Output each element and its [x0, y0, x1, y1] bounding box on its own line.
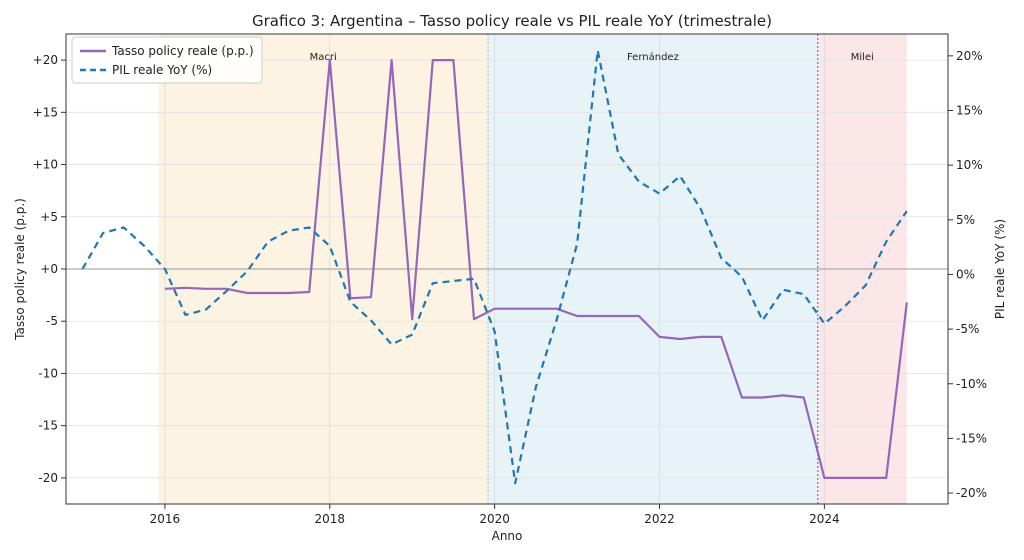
series-line-0 [164, 58, 908, 479]
y-left-axis-label: Tasso policy reale (p.p.) [13, 198, 27, 341]
series-line-1 [81, 49, 908, 485]
y-left-tick-label-8: -20 [38, 471, 58, 485]
y-left-tick-label-6: -10 [38, 366, 58, 380]
y-left-tick-label-3: +5 [40, 210, 58, 224]
y-right-tick-label-8: -20% [956, 486, 987, 500]
x-axis-label: Anno [492, 529, 523, 543]
y-left-tick-label-1: +15 [33, 105, 58, 119]
y-left-tick-label-0: +20 [33, 53, 58, 67]
regime-label-0: Macri [310, 52, 337, 63]
x-tick-label-4: 2024 [809, 512, 840, 526]
legend-box [71, 36, 263, 84]
y-right-tick-label-2: 10% [956, 158, 983, 172]
legend: Tasso policy reale (p.p.) PIL reale YoY … [71, 36, 263, 84]
y-right-tick-label-3: 5% [956, 213, 975, 227]
x-tick-label-0: 2016 [150, 512, 181, 526]
x-tick-label-1: 2018 [315, 512, 346, 526]
y-left-tick-label-4: +0 [40, 262, 58, 276]
regime-label-2: Milei [851, 52, 874, 63]
y-left-tick-label-7: -15 [38, 419, 58, 433]
chart-title: Grafico 3: Argentina – Tasso policy real… [252, 12, 772, 30]
x-tick-label-2: 2020 [479, 512, 510, 526]
y-right-tick-label-4: 0% [956, 267, 975, 281]
legend-label-policy: Tasso policy reale (p.p.) [111, 44, 254, 58]
legend-label-gdp: PIL reale YoY (%) [112, 63, 212, 77]
y-left-tick-label-5: -5 [46, 314, 58, 328]
y-right-axis-label: PIL reale YoY (%) [993, 219, 1007, 319]
y-left-tick-label-2: +10 [33, 158, 58, 172]
axes [61, 33, 953, 509]
y-right-tick-label-7: -15% [956, 431, 987, 445]
y-right-tick-label-6: -10% [956, 377, 987, 391]
data-lines [81, 49, 908, 485]
y-right-tick-label-1: 15% [956, 104, 983, 118]
y-right-tick-label-5: -5% [956, 322, 979, 336]
grid-lines [66, 34, 948, 504]
x-tick-label-3: 2022 [644, 512, 675, 526]
y-right-tick-label-0: 20% [956, 49, 983, 63]
tick-labels: 2016 2018 2020 2022 2024 +20 +15 +10 +5 +0 -5 -10 -1… [33, 49, 987, 526]
regime-label-1: Fernández [627, 51, 679, 63]
regime-labels: Macri Fernández Milei [310, 51, 874, 63]
